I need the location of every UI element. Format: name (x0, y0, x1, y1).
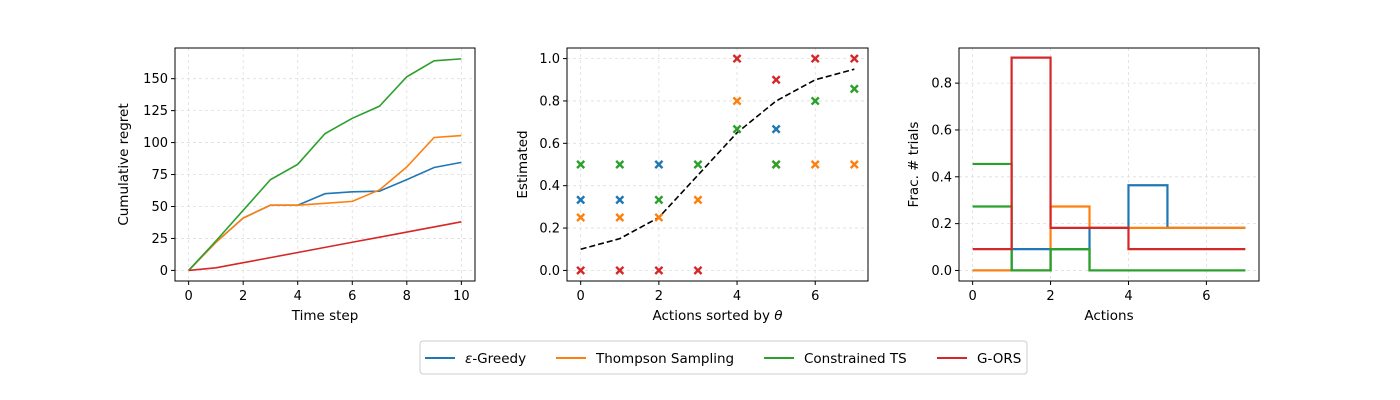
y-tick-label: 150 (143, 72, 168, 87)
x-tick-label: 4 (733, 289, 741, 304)
y-tick-label: 0.8 (931, 77, 952, 92)
x-tick-label: 0 (968, 289, 976, 304)
y-tick-label: 0.4 (539, 179, 560, 194)
plot-area (576, 54, 859, 275)
scatter-point-g-ors (849, 54, 859, 64)
series-line-epsilon-greedy (188, 161, 462, 271)
scatter-point-g-ors (810, 54, 820, 64)
y-tick-label: 0.4 (931, 170, 952, 185)
y-tick-label: 0.6 (539, 137, 560, 152)
y-tick-label: 0.2 (539, 222, 560, 237)
x-tick-label: 6 (811, 289, 819, 304)
x-tick-label: 2 (1046, 289, 1054, 304)
series-step-constrained-ts (972, 205, 1246, 272)
scatter-point-g-ors (615, 265, 625, 275)
estimate-plot: 0 2 4 6 0.0 0.2 0.4 0.6 0.8 1.0 Actions sorted by … (515, 47, 869, 324)
scatter-point-epsilon-greedy (576, 195, 586, 205)
x-tick-label: 6 (348, 289, 356, 304)
y-tick-label: 0.8 (539, 94, 560, 109)
scatter-point-thompson-sampling (654, 213, 664, 222)
y-axis-label: Estimated (515, 130, 531, 198)
legend-label-g-ors: G-ORS (977, 351, 1021, 367)
y-tick-label: 50 (151, 200, 168, 215)
scatter-point-constrained-ts (810, 96, 820, 106)
y-tick-label: 125 (143, 104, 168, 119)
plot-frame (566, 47, 869, 282)
reference-line (580, 68, 855, 250)
series-step-g-ors (972, 56, 1246, 251)
plot-frame (958, 47, 1260, 282)
legend-epsilon-suffix: -Greedy (472, 351, 526, 367)
scatter-point-thompson-sampling (849, 160, 859, 169)
y-tick-label: 0 (160, 264, 168, 279)
x-tick-label: 0 (184, 289, 192, 304)
y-tick-label: 25 (151, 232, 168, 247)
scatter-point-g-ors (771, 75, 781, 85)
y-tick-label: 0.2 (931, 217, 952, 232)
x-axis-label-text: Actions sorted by (652, 308, 774, 324)
legend: ε-Greedy Thompson Sampling Constrained T… (419, 340, 1028, 375)
y-tick-label: 0.0 (539, 264, 560, 279)
series-line-g-ors (188, 221, 462, 272)
legend-frame (419, 340, 1028, 375)
x-axis-label: Actions (1084, 308, 1133, 324)
legend-epsilon-symbol: ε (465, 351, 472, 367)
scatter-point-g-ors (576, 265, 586, 275)
x-axis-label-symbol: θ (774, 308, 782, 324)
scatter-point-thompson-sampling (576, 213, 586, 222)
legend-label-thompson-sampling: Thompson Sampling (595, 351, 734, 367)
x-tick-label: 10 (453, 289, 470, 304)
series-step-thompson-sampling (972, 205, 1246, 272)
x-axis-label: Time step (291, 308, 359, 324)
x-tick-label: 6 (1202, 289, 1210, 304)
y-tick-label: 0.0 (931, 264, 952, 279)
series-line-constrained-ts (188, 58, 462, 271)
scatter-point-constrained-ts (576, 160, 586, 169)
scatter-point-g-ors (693, 265, 703, 275)
x-tick-label: 0 (577, 289, 585, 304)
y-tick-label: 1.0 (539, 52, 560, 67)
x-tick-label: 2 (239, 289, 247, 304)
scatter-point-g-ors (654, 265, 664, 275)
plot-frame (174, 47, 476, 282)
scatter-point-constrained-ts (693, 160, 703, 169)
legend-entry-constrained-ts: Constrained TS (764, 351, 907, 367)
scatter-point-constrained-ts (615, 160, 625, 169)
x-axis-label: Actions sorted by θ (652, 308, 782, 324)
x-tick-label: 4 (294, 289, 302, 304)
legend-label-epsilon-greedy: ε-Greedy (465, 351, 526, 367)
scatter-point-epsilon-greedy (654, 160, 664, 169)
scatter-point-epsilon-greedy (771, 124, 781, 134)
scatter-point-thompson-sampling (693, 195, 703, 205)
legend-label-constrained-ts: Constrained TS (804, 351, 907, 367)
trials-plot: 0 2 4 6 0.0 0.2 0.4 0.6 0.8 Actions Frac. # trials (906, 47, 1260, 324)
scatter-point-constrained-ts (771, 160, 781, 169)
scatter-point-epsilon-greedy (615, 195, 625, 205)
plot-area (188, 58, 462, 272)
y-tick-label: 100 (143, 136, 168, 151)
y-tick-label: 0.6 (931, 123, 952, 138)
plot-area (972, 56, 1246, 272)
x-tick-label: 4 (1124, 289, 1132, 304)
series-step-constrained-ts (972, 162, 1246, 272)
y-axis-label: Cumulative regret (116, 103, 132, 225)
scatter-point-thompson-sampling (732, 96, 742, 106)
x-tick-label: 8 (403, 289, 411, 304)
x-tick-label: 2 (655, 289, 663, 304)
legend-entry-epsilon-greedy: ε-Greedy (425, 351, 526, 367)
scatter-point-constrained-ts (654, 195, 664, 205)
scatter-point-thompson-sampling (615, 213, 625, 222)
legend-entry-g-ors: G-ORS (937, 351, 1021, 367)
scatter-point-g-ors (732, 54, 742, 64)
scatter-point-constrained-ts (849, 84, 859, 94)
legend-entry-thompson-sampling: Thompson Sampling (556, 351, 734, 367)
scatter-point-thompson-sampling (810, 160, 820, 169)
y-axis-label: Frac. # trials (906, 122, 922, 208)
scatter-point-constrained-ts (732, 124, 742, 134)
y-tick-label: 75 (151, 168, 168, 183)
series-line-thompson-sampling (188, 134, 462, 271)
